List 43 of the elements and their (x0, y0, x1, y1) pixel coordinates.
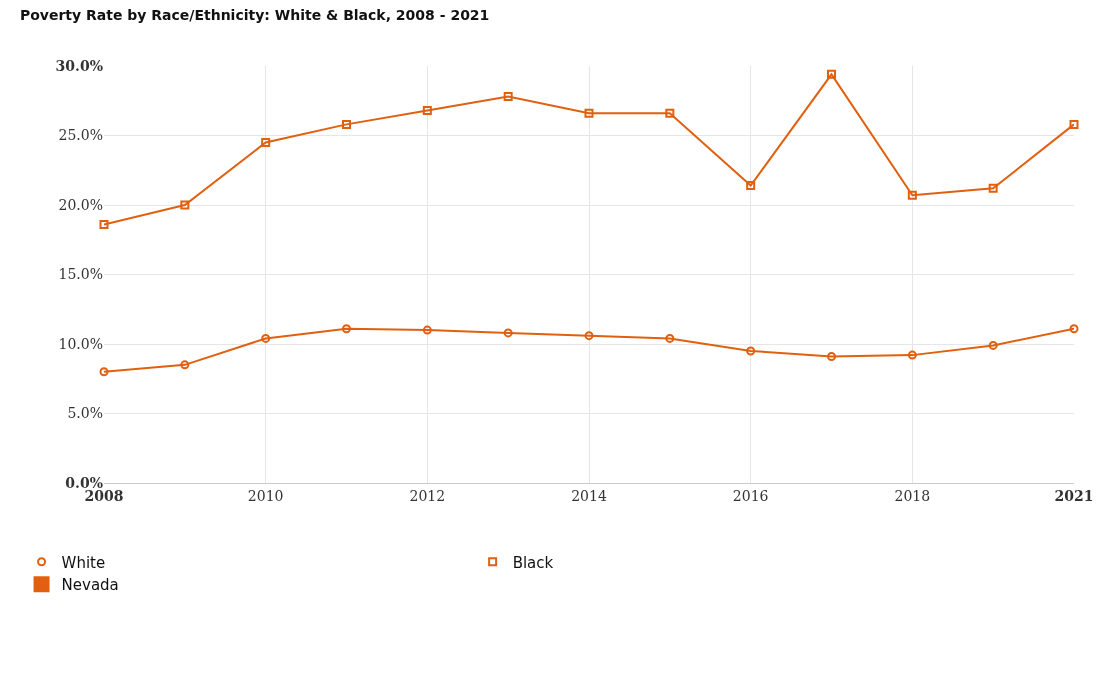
point (1069, 324, 1079, 334)
point (99, 219, 109, 229)
point (503, 328, 513, 338)
x-tick-label: 2014 (571, 487, 607, 504)
x-tick-label: 2012 (409, 487, 446, 504)
point (503, 92, 513, 102)
point (665, 333, 675, 343)
point (746, 346, 756, 356)
point (180, 200, 190, 210)
point (665, 108, 675, 118)
y-tick-label: 15.0% (58, 266, 103, 283)
y-tick-label: 10.0% (58, 335, 103, 352)
point (907, 190, 917, 200)
point (180, 360, 190, 370)
y-tick-label: 30.0% (55, 57, 103, 74)
chart-title: Poverty Rate by Race/Ethnicity: White & Black, 2008 - 2021 (19, 7, 490, 24)
point (1069, 119, 1079, 129)
point (342, 324, 351, 334)
legend-title: Nevada (61, 576, 119, 595)
x-tick-label: 2010 (247, 487, 284, 504)
x-tick-label: 2016 (732, 487, 769, 504)
point (746, 181, 756, 191)
y-tick-label: 20.0% (58, 196, 103, 213)
point (342, 119, 351, 129)
point (422, 325, 432, 335)
point (261, 333, 271, 343)
point (827, 69, 836, 79)
point (988, 340, 998, 350)
point (261, 137, 271, 147)
legend-label: White (61, 553, 106, 572)
point (907, 350, 917, 360)
y-tick-label: 5.0% (67, 405, 103, 422)
point (827, 352, 836, 362)
y-tick-label: 25.0% (58, 127, 103, 144)
colour-key-swatch: Nevada (33, 576, 119, 595)
point (584, 331, 594, 341)
point (422, 105, 432, 115)
x-tick-label: 2021 (1054, 487, 1094, 504)
point (584, 108, 594, 118)
legend-label: Black (512, 553, 554, 572)
x-tick-label: 2018 (894, 487, 931, 504)
point (99, 367, 109, 377)
point (988, 183, 998, 193)
